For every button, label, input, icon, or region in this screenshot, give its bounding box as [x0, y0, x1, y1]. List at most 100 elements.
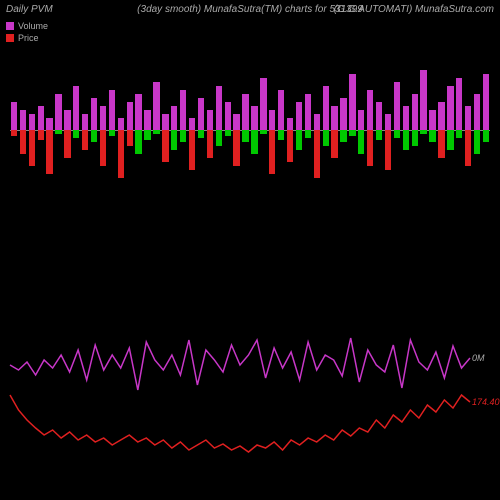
bar-up [20, 110, 26, 130]
bar-down [314, 130, 320, 178]
bar-slot [464, 70, 472, 190]
bar-slot [224, 70, 232, 190]
bar-up [269, 110, 275, 130]
bar-slot [295, 70, 303, 190]
bar-up [367, 90, 373, 130]
bar-down [358, 130, 364, 154]
bar-down [483, 130, 489, 142]
bar-slot [188, 70, 196, 190]
bar-up [349, 74, 355, 130]
bar-slot [108, 70, 116, 190]
bar-slot [366, 70, 374, 190]
bar-slot [242, 70, 250, 190]
bar-down [412, 130, 418, 146]
legend-item-price: Price [6, 32, 48, 44]
bar-slot [10, 70, 18, 190]
bar-down [64, 130, 70, 158]
bar-down [180, 130, 186, 142]
bar-down [438, 130, 444, 158]
bar-up [429, 110, 435, 130]
bar-up [242, 94, 248, 130]
bar-up [11, 102, 17, 130]
bar-up [340, 98, 346, 130]
bar-down [216, 130, 222, 146]
bar-up [171, 106, 177, 130]
chart-container: Daily PVM (3day smooth) MunafaSutra(TM) … [0, 0, 500, 500]
bar-up [144, 110, 150, 130]
bar-up [198, 98, 204, 130]
bar-down [198, 130, 204, 138]
bar-down [474, 130, 480, 154]
bar-down [251, 130, 257, 154]
bar-down [55, 130, 61, 134]
bar-down [367, 130, 373, 166]
bar-slot [170, 70, 178, 190]
bar-slot [55, 70, 63, 190]
bar-up [38, 106, 44, 130]
bar-slot [268, 70, 276, 190]
bar-slot [81, 70, 89, 190]
bar-up [296, 102, 302, 130]
bar-up [314, 114, 320, 130]
bar-slot [197, 70, 205, 190]
bar-up [385, 114, 391, 130]
bar-down [287, 130, 293, 162]
bar-slot [482, 70, 490, 190]
bar-down [349, 130, 355, 136]
bar-down [127, 130, 133, 146]
bar-down [207, 130, 213, 158]
bar-slot [420, 70, 428, 190]
bar-slot [19, 70, 27, 190]
bar-up [162, 114, 168, 130]
bar-slot [126, 70, 134, 190]
bar-up [118, 118, 124, 130]
bar-slot [331, 70, 339, 190]
legend: Volume Price [6, 20, 48, 44]
bar-down [429, 130, 435, 142]
bar-down [340, 130, 346, 142]
bar-slot [393, 70, 401, 190]
bar-down [278, 130, 284, 140]
bar-slot [429, 70, 437, 190]
bar-up [376, 102, 382, 130]
bar-down [420, 130, 426, 134]
bar-down [153, 130, 159, 134]
bar-slot [455, 70, 463, 190]
bar-down [29, 130, 35, 166]
bar-slot [348, 70, 356, 190]
bar-down [171, 130, 177, 150]
bar-up [153, 82, 159, 130]
bar-slot [206, 70, 214, 190]
bar-slot [438, 70, 446, 190]
volume-bar-chart [10, 70, 490, 190]
bar-up [55, 94, 61, 130]
bar-up [180, 90, 186, 130]
bar-up [287, 118, 293, 130]
bar-slot [90, 70, 98, 190]
volume-end-label: 0M [472, 353, 485, 363]
bar-up [82, 114, 88, 130]
bar-down [38, 130, 44, 140]
bar-up [109, 90, 115, 130]
bar-up [412, 94, 418, 130]
bar-slot [63, 70, 71, 190]
bar-slot [446, 70, 454, 190]
volume-line [10, 338, 470, 390]
bar-up [358, 110, 364, 130]
bar-slot [215, 70, 223, 190]
bar-up [456, 78, 462, 130]
bar-slot [313, 70, 321, 190]
legend-label-price: Price [18, 32, 39, 44]
bar-slot [117, 70, 125, 190]
bar-up [189, 118, 195, 130]
bar-slot [411, 70, 419, 190]
bar-down [260, 130, 266, 134]
bar-up [127, 102, 133, 130]
bar-up [29, 114, 35, 130]
bar-up [225, 102, 231, 130]
bar-slot [250, 70, 258, 190]
bar-up [465, 106, 471, 130]
bar-up [394, 82, 400, 130]
bar-slot [357, 70, 365, 190]
bar-down [11, 130, 17, 136]
